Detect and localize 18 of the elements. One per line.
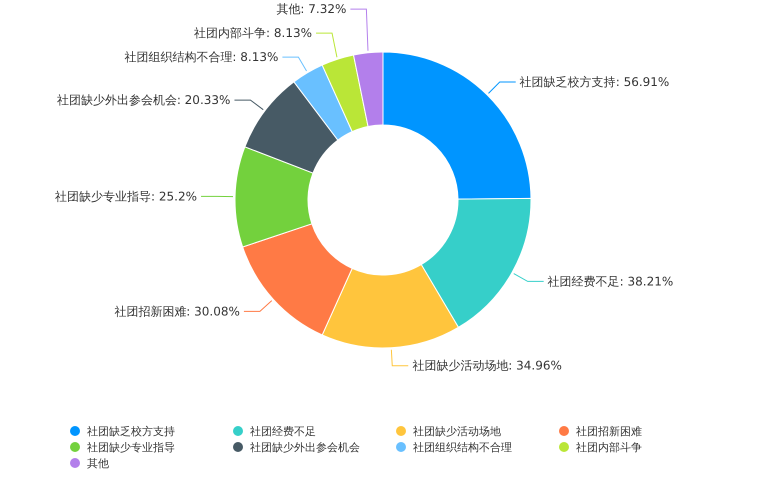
data-label: 社团招新困难: 30.08%: [114, 304, 240, 318]
legend-label: 其他: [87, 457, 109, 470]
data-label: 其他: 7.32%: [276, 2, 346, 16]
data-label: 社团缺少外出参会机会: 20.33%: [56, 93, 230, 108]
legend-label: 社团经费不足: [250, 425, 316, 438]
legend-label: 社团内部斗争: [576, 441, 642, 454]
legend-label: 社团招新困难: [576, 425, 642, 438]
legend-label: 社团组织结构不合理: [413, 441, 512, 454]
data-label: 社团组织结构不合理: 8.13%: [124, 50, 278, 64]
legend-label: 社团缺少专业指导: [87, 441, 175, 454]
data-label: 社团经费不足: 38.21%: [548, 274, 674, 288]
data-label: 社团缺乏校方支持: 56.91%: [520, 74, 670, 89]
data-label: 社团内部斗争: 8.13%: [194, 26, 312, 40]
data-label: 社团缺少活动场地: 34.96%: [412, 358, 562, 373]
legend-label: 社团缺少外出参会机会: [250, 441, 360, 454]
legend-label: 社团缺少活动场地: [413, 425, 501, 438]
data-label: 社团缺少专业指导: 25.2%: [55, 189, 198, 204]
legend-label: 社团缺乏校方支持: [87, 425, 175, 438]
